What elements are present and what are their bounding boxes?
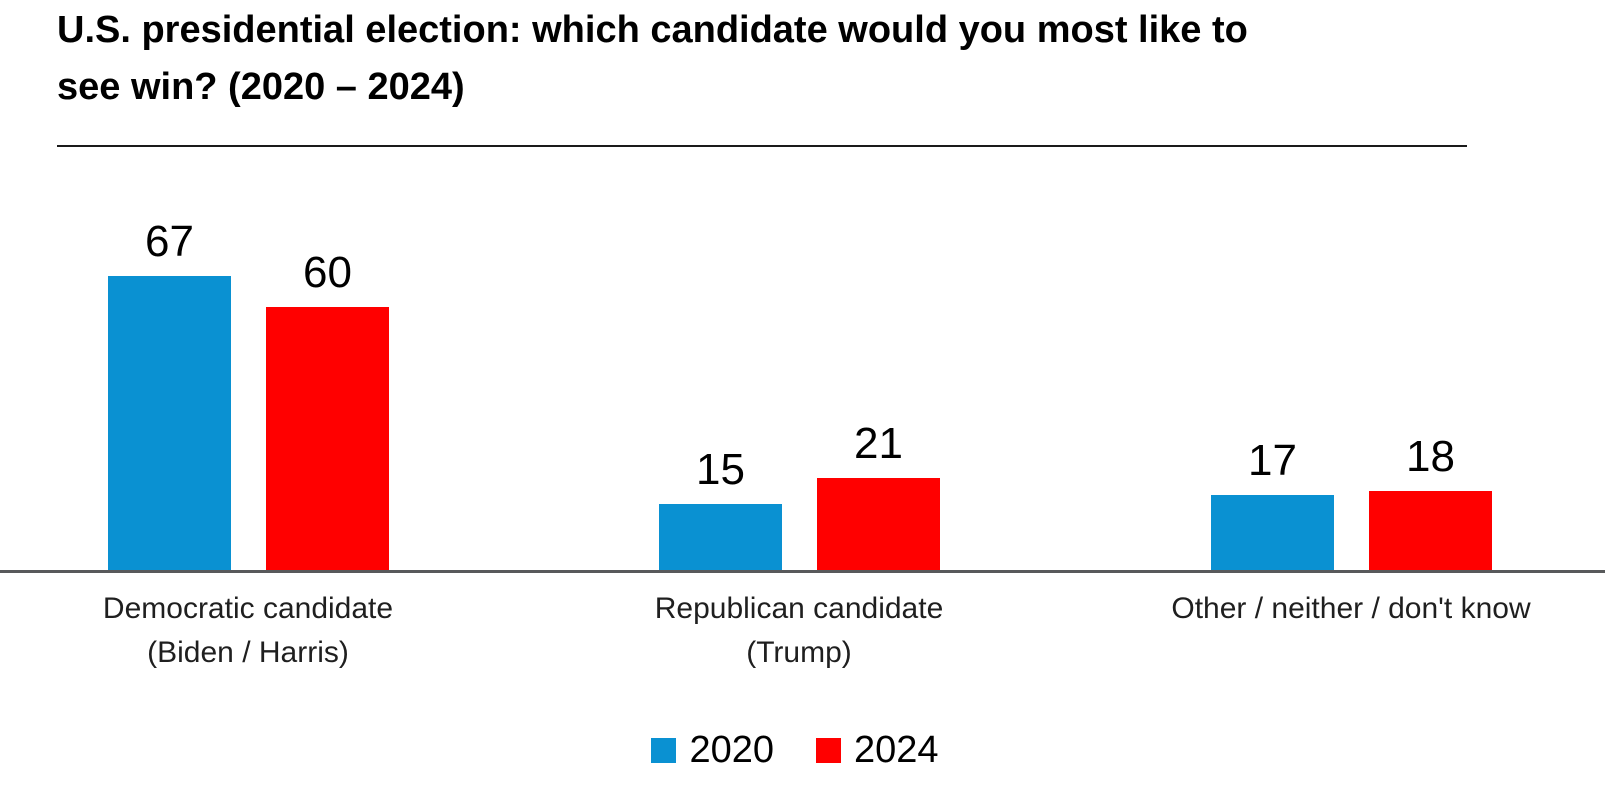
title-divider bbox=[57, 145, 1467, 147]
legend-label-2020: 2020 bbox=[689, 729, 774, 771]
value-label-2020-democratic-candidate: 67 bbox=[145, 217, 194, 266]
bar-2024-other-neither-dont-know bbox=[1369, 491, 1492, 570]
chart-title: U.S. presidential election: which candid… bbox=[57, 9, 1248, 108]
bar-2020-democratic-candidate bbox=[108, 276, 231, 570]
legend-swatch-2024 bbox=[816, 737, 841, 763]
plot-area: 67 15 17 60 21 18 bbox=[0, 150, 1605, 796]
x-axis-line bbox=[0, 570, 1605, 573]
bar-2024-republican-candidate bbox=[817, 478, 940, 570]
bar-2020-republican-candidate bbox=[659, 504, 782, 570]
category-label-republican-candidate: Republican candidate (Trump) bbox=[654, 592, 944, 669]
legend: 2020 2024 bbox=[0, 728, 1590, 772]
legend-item-2024: 2024 bbox=[816, 728, 939, 772]
bar-2024-democratic-candidate bbox=[266, 307, 389, 570]
legend-label-2024: 2024 bbox=[854, 729, 939, 771]
bar-2020-other-neither-dont-know bbox=[1211, 495, 1334, 570]
category-label-other-neither-dont-know: Other / neither / don't know bbox=[1171, 592, 1531, 625]
value-label-2024-democratic-candidate: 60 bbox=[303, 248, 352, 297]
value-label-2020-republican-candidate: 15 bbox=[696, 445, 745, 494]
legend-item-2020: 2020 bbox=[651, 728, 774, 772]
legend-swatch-2020 bbox=[651, 737, 677, 763]
value-label-2024-republican-candidate: 21 bbox=[854, 419, 903, 468]
value-label-2024-other-neither-dont-know: 18 bbox=[1406, 432, 1455, 481]
category-label-democratic-candidate: Democratic candidate (Biden / Harris) bbox=[102, 592, 394, 669]
value-label-2020-other-neither-dont-know: 17 bbox=[1248, 436, 1297, 485]
